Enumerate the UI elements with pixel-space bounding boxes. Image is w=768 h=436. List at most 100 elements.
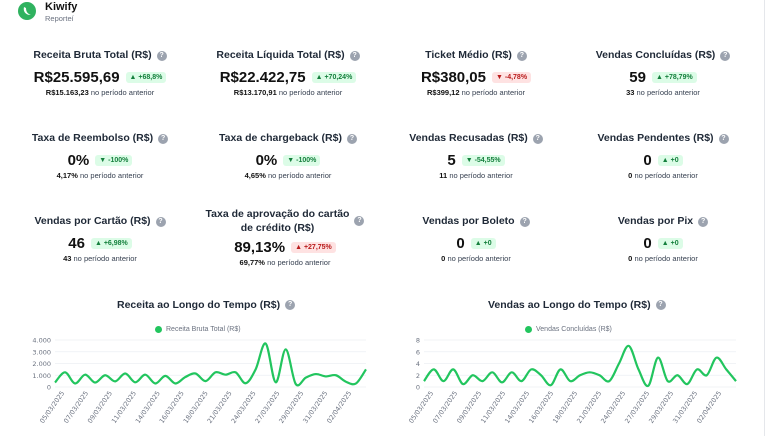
metric-value: 89,13%	[234, 239, 286, 256]
previous-period: R$13.170,91 no período anterior	[233, 88, 343, 97]
delta-badge: ▲ +0	[657, 238, 683, 249]
help-icon[interactable]: ?	[698, 216, 709, 227]
help-icon[interactable]: ?	[720, 50, 731, 61]
y-tick-label: 8	[416, 337, 420, 345]
help-icon[interactable]: ?	[519, 216, 530, 227]
chart-title-receita: Receita ao Longo do Tempo (R$)?	[117, 299, 296, 311]
metric-title: Taxa de chargeback (R$)	[219, 132, 342, 144]
y-tick-label: 4	[416, 360, 420, 368]
metric-value: 0%	[67, 152, 90, 169]
metric-card-vendas-pix: Vendas por Pix? 0 ▲ +0 0 no período anter…	[568, 214, 758, 263]
x-tick-label: 02/04/2025	[325, 390, 353, 425]
y-tick-label: 1.000	[32, 372, 51, 380]
metric-card-receita-liquida: Receita Líquida Total (R$)? R$22.422,75 ▲…	[193, 48, 383, 97]
previous-period: 11 no período anterior	[439, 171, 513, 180]
delta-badge: ▼ -100%	[95, 155, 133, 166]
kiwify-logo-icon[interactable]	[18, 2, 36, 20]
metric-value: 0	[643, 235, 652, 252]
delta-badge: ▲ +78,79%	[651, 72, 697, 83]
metric-title: Ticket Médio (R$)	[425, 49, 512, 61]
previous-period: 33 no período anterior	[626, 88, 700, 97]
legend-swatch	[155, 326, 162, 333]
metric-title: Vendas Recusadas (R$)	[409, 132, 528, 144]
metric-value: R$22.422,75	[219, 69, 306, 86]
legend-receita[interactable]: Receita Bruta Total (R$)	[155, 326, 241, 333]
y-tick-label: 3.000	[32, 348, 51, 356]
metric-card-taxa-reembolso: Taxa de Reembolso (R$)? 0% ▼ -100% 4,17% …	[5, 131, 195, 180]
delta-badge: ▲ +0	[470, 238, 496, 249]
metric-title: Vendas por Cartão (R$)	[34, 215, 151, 227]
help-icon[interactable]: ?	[155, 216, 166, 227]
chart-receita: 01.0002.0003.0004.00005/03/202507/03/202…	[32, 337, 367, 425]
series-line[interactable]	[423, 344, 737, 388]
chart-vendas: 0246805/03/202507/03/202509/03/202511/03…	[407, 337, 737, 425]
previous-period: R$399,12 no período anterior	[426, 88, 525, 97]
metric-value: 0	[643, 152, 652, 169]
y-tick-label: 4.000	[32, 337, 51, 345]
previous-period: 4,65% no período anterior	[244, 171, 332, 180]
metric-card-ticket-medio: Ticket Médio (R$)? R$380,05 ▼ -4,78% R$39…	[381, 48, 571, 97]
metric-title: Vendas Pendentes (R$)	[597, 132, 714, 144]
delta-badge: ▼ -54,55%	[461, 155, 505, 166]
metric-card-vendas-recusadas: Vendas Recusadas (R$)? 5 ▼ -54,55% 11 no …	[381, 131, 571, 180]
metric-title: Receita Bruta Total (R$)	[33, 49, 152, 61]
metric-value: 5	[447, 152, 456, 169]
y-tick-label: 2.000	[32, 360, 51, 368]
delta-badge: ▲ +70,24%	[311, 72, 357, 83]
help-icon[interactable]: ?	[532, 133, 543, 144]
y-tick-label: 2	[416, 372, 420, 380]
legend-swatch	[525, 326, 532, 333]
help-icon[interactable]: ?	[156, 50, 167, 61]
y-tick-label: 6	[416, 348, 420, 356]
previous-period: 0 no período anterior	[441, 254, 511, 263]
metric-value: 46	[68, 235, 85, 252]
x-tick-label: 02/04/2025	[695, 390, 723, 425]
y-tick-label: 0	[416, 384, 420, 392]
help-icon[interactable]: ?	[655, 300, 666, 310]
metric-card-vendas-cartao: Vendas por Cartão (R$)? 46 ▲ +6,98% 43 no…	[5, 214, 195, 263]
help-icon[interactable]: ?	[349, 50, 360, 61]
metric-value: R$25.595,69	[33, 69, 120, 86]
metric-value: R$380,05	[420, 69, 486, 86]
y-tick-label: 0	[47, 384, 51, 392]
metric-value: 59	[629, 69, 646, 86]
metric-card-vendas-concluidas: Vendas Concluídas (R$)? 59 ▲ +78,79% 33 n…	[568, 48, 758, 97]
metric-title: Vendas Concluídas (R$)	[595, 49, 716, 61]
legend-vendas[interactable]: Vendas Concluídas (R$)	[525, 326, 612, 333]
help-icon[interactable]: ?	[158, 133, 169, 144]
delta-badge: ▼ -100%	[283, 155, 321, 166]
metric-title-line2: de crédito (R$)	[240, 222, 315, 234]
previous-period: 0 no período anterior	[628, 171, 698, 180]
help-icon[interactable]: ?	[285, 300, 296, 310]
metric-card-receita-bruta: Receita Bruta Total (R$)? R$25.595,69 ▲ +…	[5, 48, 195, 97]
metric-card-taxa-aprovacao: Taxa de aprovação do cartão de crédito (R…	[190, 207, 380, 267]
metric-title: Receita Líquida Total (R$)	[216, 49, 345, 61]
delta-badge: ▲ +68,8%	[125, 72, 167, 83]
metric-value: 0	[456, 235, 465, 252]
delta-badge: ▲ +0	[657, 155, 683, 166]
help-icon[interactable]: ?	[346, 133, 357, 144]
metric-card-vendas-pendentes: Vendas Pendentes (R$)? 0 ▲ +0 0 no períod…	[568, 131, 758, 180]
metric-title: Vendas por Boleto	[422, 215, 515, 227]
metric-card-vendas-boleto: Vendas por Boleto? 0 ▲ +0 0 no período an…	[381, 214, 571, 263]
previous-period: 43 no período anterior	[63, 254, 137, 263]
metric-title-line1: Taxa de aprovação do cartão	[205, 208, 350, 220]
brand-name: Kiwify	[45, 1, 78, 13]
help-icon[interactable]: ?	[718, 133, 729, 144]
delta-badge: ▲ +27,75%	[291, 242, 336, 253]
help-icon[interactable]: ?	[516, 50, 527, 61]
series-line[interactable]	[54, 342, 367, 387]
metric-title: Taxa de Reembolso (R$)	[31, 132, 154, 144]
metric-card-taxa-chargeback: Taxa de chargeback (R$)? 0% ▼ -100% 4,65%…	[193, 131, 383, 180]
metric-title: Vendas por Pix	[617, 215, 694, 227]
previous-period: 0 no período anterior	[628, 254, 698, 263]
top-bar: Kiwify Reporteí	[0, 0, 768, 30]
previous-period: 69,77% no período anterior	[239, 258, 331, 267]
help-icon[interactable]: ?	[354, 216, 365, 226]
metric-value: 0%	[255, 152, 278, 169]
right-border	[764, 0, 765, 436]
delta-badge: ▼ -4,78%	[492, 72, 532, 83]
previous-period: R$15.163,23 no período anterior	[45, 88, 155, 97]
page-subtitle: Reporteí	[45, 14, 74, 23]
delta-badge: ▲ +6,98%	[90, 238, 132, 249]
